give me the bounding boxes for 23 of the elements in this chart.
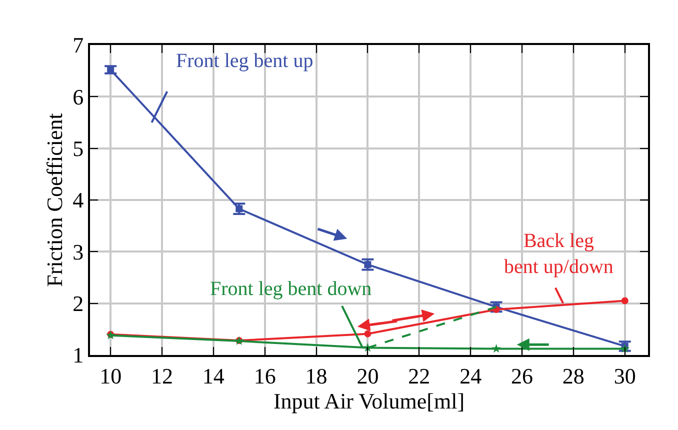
y-tick-label: 4 <box>72 188 84 213</box>
x-tick-label: 20 <box>356 363 379 388</box>
x-tick-label: 16 <box>254 363 276 388</box>
y-tick-label: 5 <box>72 136 84 162</box>
y-tick-label: 7 <box>72 32 84 58</box>
y-tick-label: 3 <box>72 239 84 264</box>
x-tick-label: 14 <box>202 363 224 388</box>
series-label: Back leg bent up/down <box>504 230 614 278</box>
text: Front leg bent up <box>176 50 314 72</box>
y-tick-label: 2 <box>72 291 84 316</box>
x-tick-label: 12 <box>151 363 173 388</box>
x-tick-label: 22 <box>408 363 430 388</box>
series-label: Front leg bent down <box>210 278 372 300</box>
x-axis-title: Input Air Volume[ml] <box>273 388 465 414</box>
y-tick-label: 6 <box>72 84 84 110</box>
x-tick-label: 18 <box>305 363 328 388</box>
x-tick-label: 28 <box>562 363 584 388</box>
x-tick-label: 30 <box>614 363 636 388</box>
y-axis-title: Friction Coefficient <box>42 113 67 287</box>
x-tick-label: 10 <box>100 363 122 388</box>
x-tick-label: 24 <box>460 363 482 388</box>
x-tick-label: 26 <box>511 363 533 388</box>
y-tick-label: 1 <box>72 342 84 368</box>
